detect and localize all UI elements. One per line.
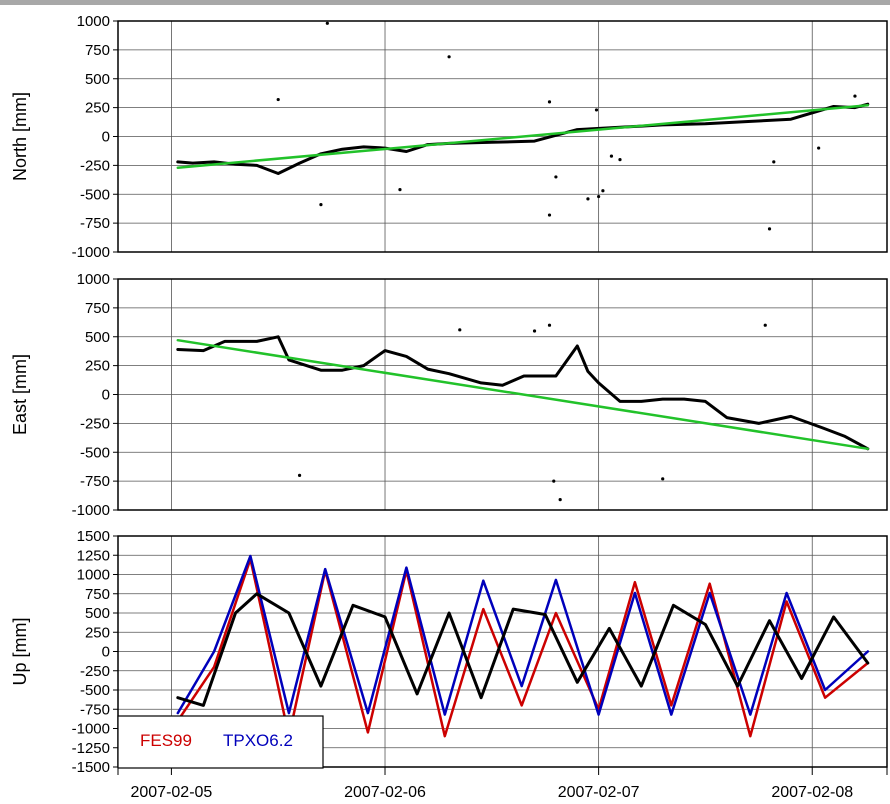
outlier-point-1-0 xyxy=(586,197,590,201)
y-tick-label-0: 1000 xyxy=(77,271,110,288)
y-tick-label-1: 750 xyxy=(85,300,110,317)
y-tick-label-2: 500 xyxy=(85,329,110,346)
outlier-point-2-1 xyxy=(447,55,451,59)
y-tick-label-12: -1500 xyxy=(72,759,110,776)
y-tick-label-5: -250 xyxy=(80,157,110,174)
x-tick-label-2: 2007-02-07 xyxy=(558,784,640,801)
outlier-point-1-5 xyxy=(763,323,767,327)
y-tick-label-1: 750 xyxy=(85,42,110,59)
outlier-point-2-0 xyxy=(325,21,329,25)
outlier-point-2-2 xyxy=(276,97,280,102)
outlier-point-1-1 xyxy=(597,194,601,199)
outlier-point-2-8 xyxy=(547,213,552,217)
series-line-series-3 xyxy=(176,104,870,169)
y-tick-label-4: 500 xyxy=(85,605,110,622)
y-tick-label-9: -750 xyxy=(80,701,110,718)
plot-frame xyxy=(117,20,888,253)
y-tick-label-8: -500 xyxy=(80,682,110,699)
legend-box xyxy=(117,715,324,769)
series-line-tpxo6-2 xyxy=(176,554,870,716)
y-tick-label-0: 1000 xyxy=(77,13,110,30)
y-tick-label-6: -500 xyxy=(80,444,110,461)
y-tick-label-10: -1000 xyxy=(72,721,110,738)
outlier-point-2-12 xyxy=(772,160,776,164)
legend-entry-tpxo6-2: TPXO6.2 xyxy=(223,731,293,750)
x-tick-label-0: 2007-02-05 xyxy=(130,784,212,801)
outlier-point-2-9 xyxy=(554,175,558,179)
y-tick-label-5: 250 xyxy=(85,624,110,641)
y-tick-label-1: 1250 xyxy=(77,547,110,564)
y-tick-label-3: 750 xyxy=(85,586,110,603)
y-axis-label: Up [mm] xyxy=(10,617,30,685)
outlier-point-1-2 xyxy=(547,323,552,327)
plot-frame xyxy=(117,535,888,768)
y-tick-label-6: 0 xyxy=(102,644,110,661)
y-tick-label-8: -1000 xyxy=(72,244,110,261)
outlier-point-1-3 xyxy=(558,498,562,502)
y-tick-label-5: -250 xyxy=(80,415,110,432)
y-tick-label-3: 250 xyxy=(85,358,110,375)
outlier-point-1-4 xyxy=(661,477,665,481)
y-axis-label: East [mm] xyxy=(10,354,30,435)
outlier-point-1-7 xyxy=(458,328,462,332)
x-tick-label-3: 2007-02-08 xyxy=(771,784,853,801)
outlier-point-2-3 xyxy=(547,100,552,104)
y-tick-label-7: -250 xyxy=(80,663,110,680)
legend-entry-fes99: FES99 xyxy=(140,731,192,750)
outlier-point-2-11 xyxy=(767,227,772,231)
y-tick-label-4: 0 xyxy=(102,387,110,404)
outlier-point-2-14 xyxy=(817,146,821,150)
outlier-point-2-5 xyxy=(853,94,857,98)
outlier-point-1-1 xyxy=(532,329,537,333)
outlier-point-1-0 xyxy=(297,473,302,477)
y-tick-label-7: -750 xyxy=(80,473,110,490)
outlier-point-2-4 xyxy=(594,108,599,112)
y-tick-label-8: -1000 xyxy=(72,502,110,519)
y-tick-label-7: -750 xyxy=(80,215,110,232)
east-panel: 1000 750 500 250 0 -250 -500 -750 -1000 East [mm] xyxy=(10,271,888,519)
y-tick-label-2: 1000 xyxy=(77,567,110,584)
plot-frame xyxy=(117,278,888,511)
x-tick-label-1: 2007-02-06 xyxy=(344,784,426,801)
legend: FES99 TPXO6.2 xyxy=(117,715,324,769)
y-tick-label-2: 500 xyxy=(85,71,110,88)
series-line-series-2 xyxy=(176,592,870,707)
outlier-point-2-13 xyxy=(618,158,622,162)
outlier-point-2-6 xyxy=(398,188,402,192)
y-tick-label-6: -500 xyxy=(80,186,110,203)
north-panel: 1000 750 500 250 0 -250 -500 -750 -1000 North [mm… xyxy=(10,13,888,261)
outlier-point-1-6 xyxy=(552,479,556,483)
y-tick-label-11: -1250 xyxy=(72,740,110,757)
outlier-point-2-10 xyxy=(609,154,614,158)
top-border xyxy=(0,0,890,5)
y-axis-label: North [mm] xyxy=(10,92,30,181)
y-tick-label-0: 1500 xyxy=(77,528,110,545)
series-line-series-0 xyxy=(176,335,870,451)
y-tick-label-4: 0 xyxy=(102,129,110,146)
series-line-series-2 xyxy=(176,338,870,451)
y-tick-label-3: 250 xyxy=(85,100,110,117)
outlier-point-2-7 xyxy=(319,203,323,207)
outlier-point-1-2 xyxy=(601,189,605,193)
